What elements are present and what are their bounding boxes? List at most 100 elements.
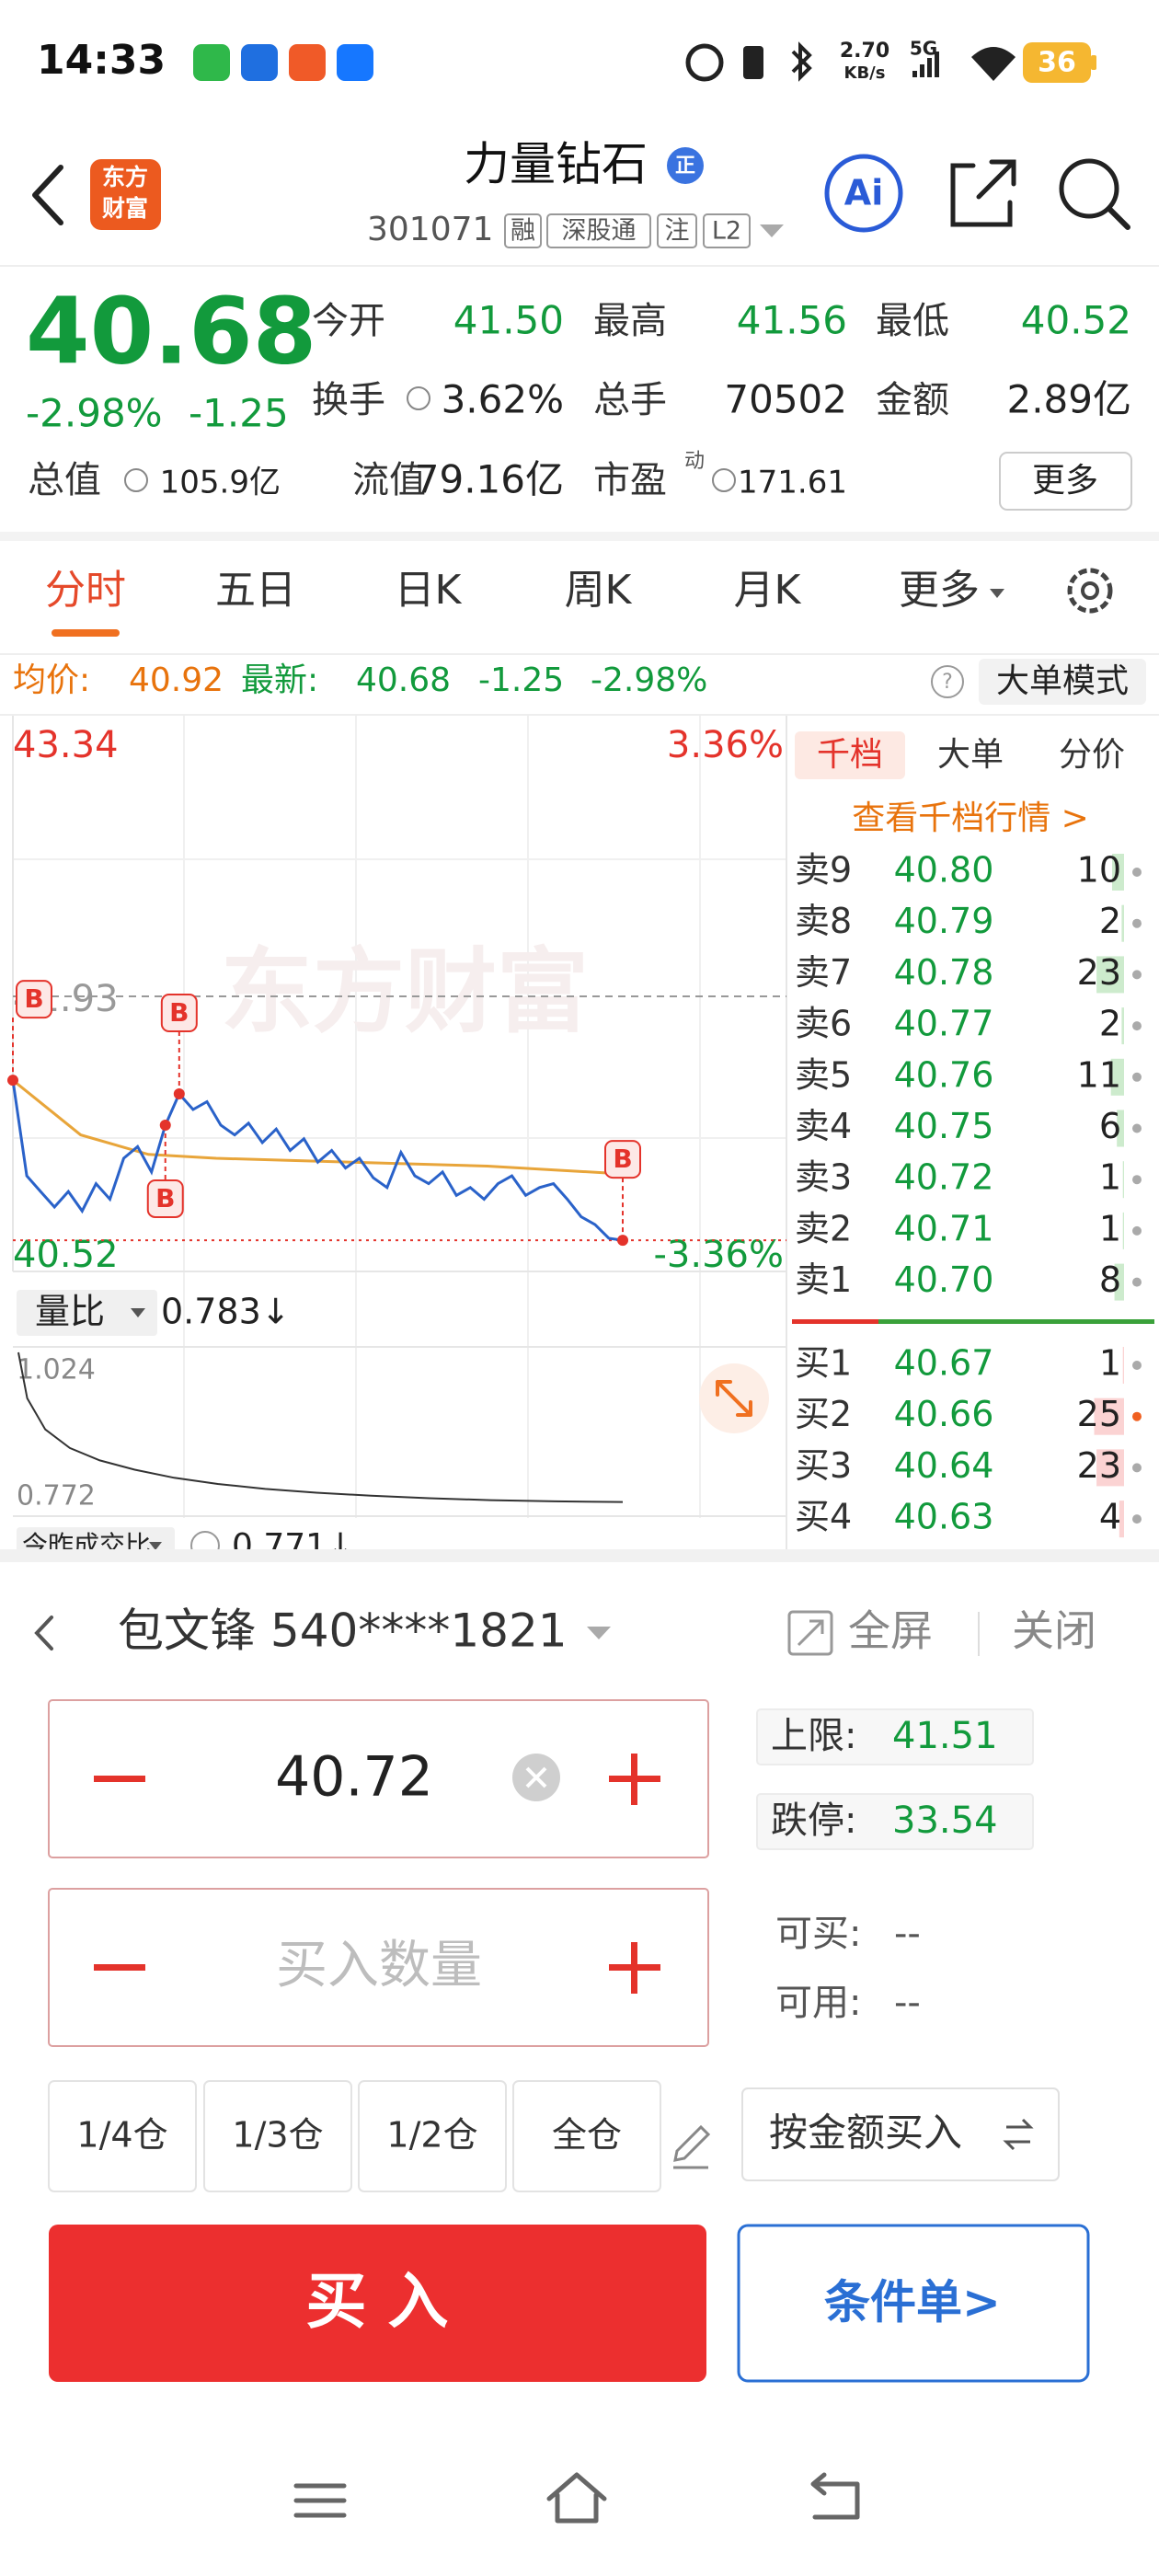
mode-label: 大单模式 <box>996 662 1129 700</box>
position-button[interactable] <box>48 2080 197 2192</box>
book-level: 买1 <box>795 1343 852 1384</box>
status-time: 14:33 <box>37 37 166 84</box>
book-level: 卖4 <box>795 1106 852 1146</box>
book-tab[interactable]: 大单 <box>937 736 1004 774</box>
ai-button[interactable] <box>824 154 903 233</box>
minus-button[interactable] <box>94 1776 145 1782</box>
share-button[interactable] <box>950 159 1016 227</box>
ratio-selector[interactable] <box>17 1290 157 1336</box>
limit-box <box>756 1793 1034 1850</box>
book-tab-active[interactable] <box>795 731 905 779</box>
panel-back[interactable] <box>34 1616 53 1650</box>
volume-bar <box>1122 1161 1124 1199</box>
net-speed: 2.70 <box>840 40 889 63</box>
tag-box <box>546 213 651 248</box>
book-dot <box>1132 1411 1142 1421</box>
stat-value: 3.62% <box>442 377 564 422</box>
marker-label: B <box>24 983 43 1014</box>
ai-label: Ai <box>844 173 883 213</box>
app-icon <box>241 44 278 81</box>
tag-box <box>703 213 751 248</box>
app-icon <box>337 44 373 81</box>
close-button[interactable]: 关闭 <box>1012 1606 1096 1656</box>
signal-bar <box>927 58 932 77</box>
stat-value: 40.52 <box>1021 298 1131 343</box>
stat-label: 最低 <box>876 300 949 342</box>
search-button[interactable] <box>1059 158 1119 219</box>
position-button[interactable] <box>358 2080 507 2192</box>
marker-dot <box>7 1075 18 1087</box>
book-level: 卖5 <box>795 1054 852 1095</box>
stat-superscript: 动 <box>684 450 705 473</box>
watermark: 东方财富 <box>221 937 589 1045</box>
fullscreen-button[interactable]: 全屏 <box>848 1606 933 1656</box>
position-label: 1/4仓 <box>76 2115 167 2156</box>
stock-tag: 深股通 <box>562 217 637 246</box>
chart-tab[interactable]: 日K <box>395 567 463 614</box>
nav-home[interactable] <box>546 2472 607 2524</box>
ratio-label: 量比 <box>35 1292 105 1332</box>
axis-max: 43.34 <box>13 724 119 766</box>
more-button[interactable] <box>999 452 1132 511</box>
nav-back[interactable] <box>810 2472 860 2520</box>
marker-label: B <box>169 997 189 1028</box>
settings-button[interactable] <box>1067 568 1113 614</box>
stock-tag: L2 <box>712 217 741 246</box>
stat-value: 105.9亿 <box>160 465 281 501</box>
chart-tab[interactable]: 周K <box>565 567 633 614</box>
book-tab[interactable]: 千档 <box>817 736 883 774</box>
book-level: 卖7 <box>795 952 852 993</box>
book-volume: 1 <box>1099 1157 1121 1198</box>
battery-level: 36 <box>1038 47 1076 79</box>
minus-button[interactable] <box>94 1964 145 1971</box>
divider <box>0 265 1159 267</box>
chart-tab[interactable]: 更多 <box>899 567 980 614</box>
app-icon <box>289 44 326 81</box>
battery-tip <box>1091 55 1096 70</box>
marker-box <box>160 994 198 1033</box>
chart-tab[interactable]: 五日 <box>215 567 296 614</box>
book-price: 40.70 <box>894 1259 994 1300</box>
stat-label: 换手 <box>312 379 385 421</box>
amount-button[interactable] <box>741 2087 1060 2181</box>
book-dot <box>1132 1463 1142 1473</box>
alarm-icon <box>685 43 724 82</box>
network-type: 5G <box>910 38 937 60</box>
search-handle <box>1107 206 1130 230</box>
ratio-dropdown <box>131 1308 145 1317</box>
conditional-button[interactable] <box>737 2224 1090 2383</box>
conditional-label: 条件单> <box>824 2276 1001 2329</box>
chart-tab[interactable]: 月K <box>734 567 802 614</box>
volume-bar <box>1112 854 1124 891</box>
section-gap <box>0 532 1159 541</box>
book-split-bid <box>792 1319 878 1324</box>
marker-dot <box>159 1119 171 1131</box>
price-value: 40.72 <box>275 1745 433 1810</box>
position-button[interactable] <box>203 2080 352 2192</box>
chart-tab[interactable]: 分时 <box>45 567 126 614</box>
book-dot <box>1132 868 1142 877</box>
stock-tag: 融 <box>511 217 535 246</box>
marker-label: B <box>613 1144 632 1174</box>
book-link[interactable]: 查看千档行情 > <box>852 799 1089 837</box>
ratio-line <box>17 1351 624 1503</box>
edit-icon <box>673 2124 711 2169</box>
info-icon <box>712 468 736 492</box>
battery-body <box>1023 42 1091 83</box>
book-tab[interactable]: 分价 <box>1059 736 1125 774</box>
account-name[interactable]: 包文锋 540****1821 <box>118 1604 568 1658</box>
book-price: 40.72 <box>894 1157 994 1198</box>
change-pct: -2.98% <box>26 391 163 436</box>
price-input[interactable] <box>48 1699 709 1858</box>
back-button[interactable] <box>32 165 63 225</box>
avg-label: 均价: <box>13 661 90 699</box>
can-buy-value: -- <box>894 1913 921 1955</box>
buy-button[interactable] <box>49 2225 706 2382</box>
mode-button[interactable] <box>979 659 1146 705</box>
quantity-input[interactable] <box>48 1888 709 2047</box>
position-button[interactable] <box>512 2080 661 2192</box>
tag-dropdown[interactable] <box>760 224 784 237</box>
stat-value: 2.89亿 <box>1006 377 1131 422</box>
